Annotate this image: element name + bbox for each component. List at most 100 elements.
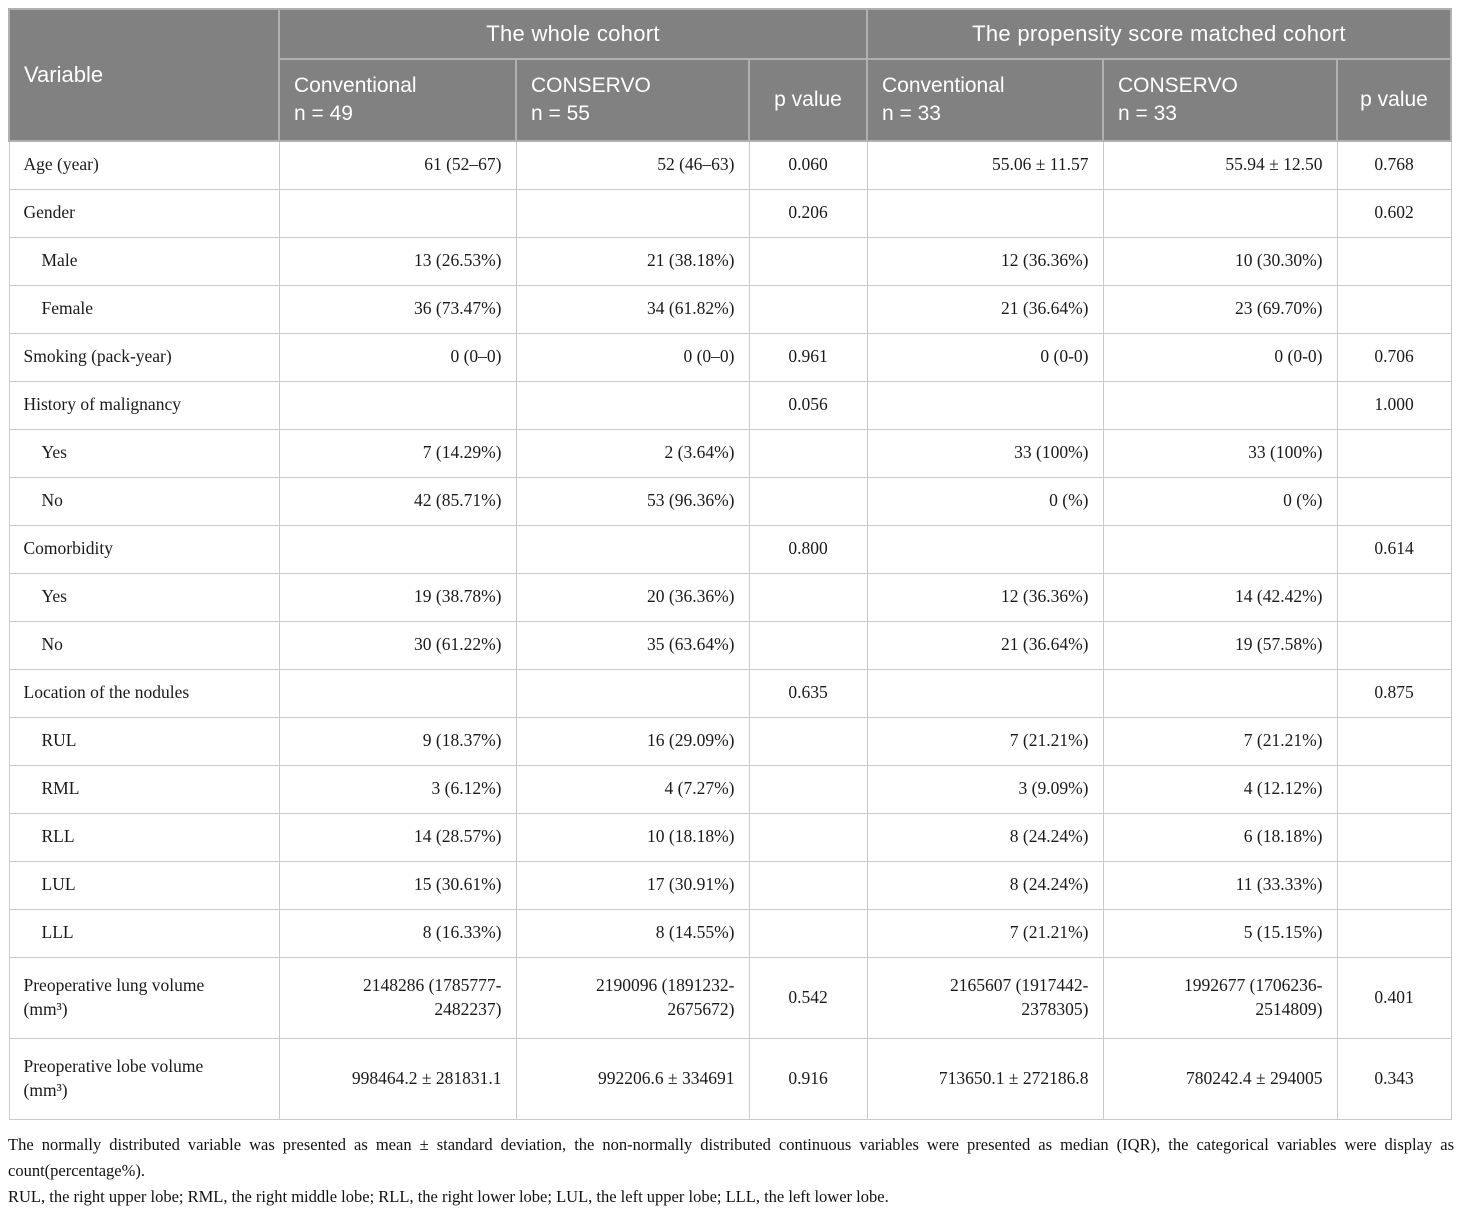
table-row: Age (year) 61 (52–67) 52 (46–63) 0.060 55.06…	[8, 140, 1452, 190]
value-cell: 30 (61.22%)	[278, 620, 517, 670]
value-cell: 4 (12.12%)	[1102, 764, 1338, 814]
value-cell: 992206.6 ± 334691	[515, 1037, 750, 1120]
table-row: Preoperative lung volume (mm³) 2148286 (1…	[8, 956, 1452, 1039]
value-cell: 21 (36.64%)	[866, 284, 1104, 334]
footnote-abbreviations: RUL, the right upper lobe; RML, the righ…	[8, 1186, 889, 1206]
cohort-column-header: Conventional n = 49	[278, 58, 517, 142]
p-value-cell: 0.060	[748, 140, 868, 190]
row-label: RLL	[8, 812, 280, 862]
table-row: Comorbidity 0.800 0.614	[8, 524, 1452, 574]
value-cell	[515, 380, 750, 430]
table-row: Location of the nodules 0.635 0.875	[8, 668, 1452, 718]
p-value-cell: 0.800	[748, 524, 868, 574]
value-cell: 12 (36.36%)	[866, 236, 1104, 286]
value-cell: 4 (7.27%)	[515, 764, 750, 814]
value-cell: 14 (28.57%)	[278, 812, 517, 862]
cohort-comparison-table: Variable The whole cohort The propensity…	[8, 8, 1453, 1120]
table-row: Yes 19 (38.78%) 20 (36.36%) 12 (36.36%) 14 (…	[8, 572, 1452, 622]
table-row: RLL 14 (28.57%) 10 (18.18%) 8 (24.24%) 6 (18…	[8, 812, 1452, 862]
table-row: RUL 9 (18.37%) 16 (29.09%) 7 (21.21%) 7 (21.…	[8, 716, 1452, 766]
value-cell: 19 (57.58%)	[1102, 620, 1338, 670]
value-cell	[278, 188, 517, 238]
value-cell: 8 (14.55%)	[515, 908, 750, 958]
p-value-cell: 0.614	[1336, 524, 1452, 574]
row-label: Comorbidity	[8, 524, 280, 574]
header-columns-row: Conventional n = 49 CONSERVO n = 55 p valu…	[9, 58, 1453, 142]
p-value-cell	[748, 860, 868, 910]
p-value-cell: 0.206	[748, 188, 868, 238]
value-cell: 8 (24.24%)	[866, 812, 1104, 862]
p-value-cell	[748, 476, 868, 526]
value-cell: 15 (30.61%)	[278, 860, 517, 910]
p-value-cell: 0.056	[748, 380, 868, 430]
p-value-cell	[1336, 908, 1452, 958]
row-label: Yes	[8, 428, 280, 478]
p-value-cell	[1336, 236, 1452, 286]
p-value-cell	[748, 620, 868, 670]
value-cell: 34 (61.82%)	[515, 284, 750, 334]
table-row: History of malignancy 0.056 1.000	[8, 380, 1452, 430]
value-cell: 16 (29.09%)	[515, 716, 750, 766]
footnote-statistics: The normally distributed variable was pr…	[8, 1134, 1454, 1180]
header-group-row: Variable The whole cohort The propensity…	[8, 8, 1453, 142]
p-value-cell: 0.916	[748, 1037, 868, 1120]
value-cell: 33 (100%)	[866, 428, 1104, 478]
p-value-column-header: p value	[748, 58, 868, 142]
p-value-cell: 0.401	[1336, 956, 1452, 1039]
row-label: No	[8, 476, 280, 526]
p-value-cell: 0.602	[1336, 188, 1452, 238]
p-value-cell	[1336, 428, 1452, 478]
value-cell: 780242.4 ± 294005	[1102, 1037, 1338, 1120]
value-cell: 2165607 (1917442- 2378305)	[866, 956, 1104, 1039]
row-label: Female	[8, 284, 280, 334]
row-label: Preoperative lobe volume (mm³)	[8, 1037, 280, 1120]
row-label: LUL	[8, 860, 280, 910]
p-value-cell	[1336, 860, 1452, 910]
value-cell: 10 (30.30%)	[1102, 236, 1338, 286]
p-value-cell	[1336, 284, 1452, 334]
p-value-cell: 0.706	[1336, 332, 1452, 382]
value-cell: 13 (26.53%)	[278, 236, 517, 286]
p-value-cell	[748, 812, 868, 862]
value-cell: 8 (16.33%)	[278, 908, 517, 958]
table-row: Female 36 (73.47%) 34 (61.82%) 21 (36.64%) 2…	[8, 284, 1452, 334]
value-cell	[1102, 380, 1338, 430]
value-cell: 21 (36.64%)	[866, 620, 1104, 670]
p-value-cell	[748, 284, 868, 334]
value-cell: 19 (38.78%)	[278, 572, 517, 622]
row-label: LLL	[8, 908, 280, 958]
value-cell: 21 (38.18%)	[515, 236, 750, 286]
value-cell: 35 (63.64%)	[515, 620, 750, 670]
table-row: Gender 0.206 0.602	[8, 188, 1452, 238]
table-row: RML 3 (6.12%) 4 (7.27%) 3 (9.09%) 4 (12.12%)	[8, 764, 1452, 814]
p-value-cell	[748, 908, 868, 958]
table-footnotes: The normally distributed variable was pr…	[8, 1132, 1454, 1210]
cohort-column-header: Conventional n = 33	[866, 58, 1104, 142]
cohort-column-header: CONSERVO n = 55	[515, 58, 750, 142]
p-value-cell: 1.000	[1336, 380, 1452, 430]
table-row: No 30 (61.22%) 35 (63.64%) 21 (36.64%) 19 (5…	[8, 620, 1452, 670]
cohort-column-header: CONSERVO n = 33	[1102, 58, 1338, 142]
value-cell: 61 (52–67)	[278, 140, 517, 190]
p-value-cell	[1336, 812, 1452, 862]
value-cell: 7 (21.21%)	[1102, 716, 1338, 766]
table-row: Preoperative lobe volume (mm³) 998464.2 ±…	[8, 1037, 1452, 1120]
value-cell	[278, 668, 517, 718]
value-cell	[866, 524, 1104, 574]
whole-cohort-group-header: The whole cohort	[278, 8, 868, 60]
value-cell	[278, 380, 517, 430]
p-value-cell: 0.635	[748, 668, 868, 718]
value-cell: 0 (0–0)	[278, 332, 517, 382]
p-value-cell: 0.343	[1336, 1037, 1452, 1120]
value-cell	[866, 668, 1104, 718]
p-value-cell	[748, 428, 868, 478]
table-row: Smoking (pack-year) 0 (0–0) 0 (0–0) 0.961 0 …	[8, 332, 1452, 382]
value-cell: 52 (46–63)	[515, 140, 750, 190]
value-cell: 36 (73.47%)	[278, 284, 517, 334]
row-label: RML	[8, 764, 280, 814]
value-cell: 33 (100%)	[1102, 428, 1338, 478]
value-cell: 55.06 ± 11.57	[866, 140, 1104, 190]
value-cell: 2148286 (1785777- 2482237)	[278, 956, 517, 1039]
p-value-cell: 0.768	[1336, 140, 1452, 190]
